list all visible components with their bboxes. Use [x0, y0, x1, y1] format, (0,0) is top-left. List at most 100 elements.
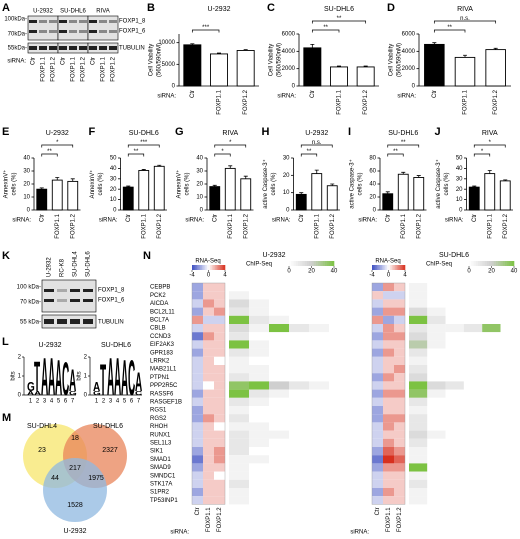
chip-cell — [445, 283, 464, 292]
gene-label: SIK1 — [150, 449, 164, 455]
lane-label: RC-K8 — [60, 258, 66, 277]
chart-title: SU-DHL6 — [129, 130, 159, 137]
colorbar-step — [469, 261, 472, 266]
rna-cell — [372, 447, 383, 456]
rna-cell — [203, 414, 214, 423]
chip-cell — [500, 430, 519, 439]
bar — [413, 177, 425, 211]
rna-cell — [192, 406, 203, 415]
y-tick-label: 0 — [459, 208, 463, 214]
position-label: 6 — [64, 399, 68, 405]
chip-cell — [289, 455, 309, 464]
chip-cell — [289, 315, 309, 324]
band — [59, 20, 67, 23]
marker-label: 55kDa- — [8, 46, 27, 52]
colorbar-tick-label: 40 — [511, 269, 518, 275]
band — [89, 20, 97, 23]
logo-letter: T — [100, 355, 106, 405]
rna-cell — [372, 283, 383, 292]
x-tick-label: FOXP1.2 — [493, 89, 499, 114]
chip-cell — [289, 447, 309, 456]
chip-cell — [500, 373, 519, 382]
chart-title: U-2932 — [208, 6, 231, 13]
position-label: 7 — [71, 399, 75, 405]
blot-panel — [87, 15, 119, 41]
cell-line-label: RIVA — [96, 9, 110, 15]
chip-cell — [289, 438, 309, 447]
rna-cell — [383, 430, 394, 439]
colorbar-step — [295, 261, 299, 266]
colorbar-step — [493, 261, 497, 266]
marker-label: 100kDa- — [4, 17, 27, 23]
chip-cell — [269, 283, 289, 292]
rna-cell — [383, 381, 394, 390]
chip-cell — [269, 430, 289, 439]
chip-cell — [249, 447, 269, 456]
chip-cell — [482, 496, 501, 505]
chip-cell — [409, 332, 428, 341]
chip-cell — [309, 471, 329, 480]
colorbar-tick-label: 4 — [223, 273, 227, 279]
rna-cell — [372, 414, 383, 423]
colorbar-step — [221, 265, 224, 270]
chip-cell — [249, 389, 269, 398]
y-tick-label: 6000 — [282, 32, 296, 38]
chip-cell — [309, 315, 329, 324]
chip-cell — [482, 365, 501, 374]
band — [109, 30, 117, 33]
bar — [382, 193, 394, 211]
chip-cell — [445, 430, 464, 439]
chip-cell — [500, 406, 519, 415]
y-tick-label: 10 — [456, 197, 463, 203]
x-axis-label: siRNA: — [445, 218, 464, 224]
panel-letter: B — [147, 2, 155, 14]
panel-letter: E — [2, 126, 9, 138]
x-tick-label: FOXP1.1 — [487, 213, 493, 238]
band — [29, 30, 37, 33]
error-bar — [487, 170, 492, 174]
colorbar-step — [393, 265, 396, 270]
chip-cell — [249, 332, 269, 341]
y-tick-label: 50 — [110, 156, 117, 162]
colorbar-step — [395, 265, 398, 270]
colorbar-step — [196, 265, 199, 270]
rna-cell — [192, 422, 203, 431]
chip-cell — [463, 397, 483, 406]
rna-cell — [214, 283, 225, 292]
rna-cell — [394, 447, 405, 456]
colorbar-tick-label: 0 — [387, 273, 391, 279]
marker-label: 55 kDa- — [20, 320, 41, 326]
panel-letter: F — [89, 126, 96, 138]
chip-cell — [482, 373, 501, 382]
rna-cell — [394, 299, 405, 308]
x-axis-label: siRNA: — [397, 94, 416, 100]
chip-cell — [427, 496, 446, 505]
rna-cell — [372, 356, 383, 365]
gene-label: TP53INP1 — [150, 498, 178, 504]
rna-cell — [372, 324, 383, 333]
y-tick-label: 2 — [18, 355, 22, 361]
rna-cell — [383, 422, 394, 431]
rna-cell — [383, 332, 394, 341]
chip-cell — [309, 324, 329, 333]
rna-cell — [214, 479, 225, 488]
rna-cell — [192, 340, 203, 349]
rna-cell — [214, 430, 225, 439]
error-bar — [463, 54, 467, 58]
chip-cell — [500, 488, 519, 497]
gene-label: CEBPB — [150, 285, 170, 291]
chip-cell — [269, 332, 289, 341]
lane-label: FOXP1.2 — [111, 56, 117, 81]
rna-cell — [203, 365, 214, 374]
colorbar-step — [385, 265, 388, 270]
chip-cell — [229, 307, 249, 316]
gene-label: SEL1L3 — [150, 440, 172, 446]
error-bar — [503, 179, 508, 181]
rna-cell — [192, 488, 203, 497]
chip-cell — [409, 406, 428, 415]
band — [83, 289, 93, 292]
significance-bracket — [191, 29, 220, 33]
rna-cell — [203, 389, 214, 398]
position-label: 5 — [57, 399, 61, 405]
band — [39, 46, 47, 50]
